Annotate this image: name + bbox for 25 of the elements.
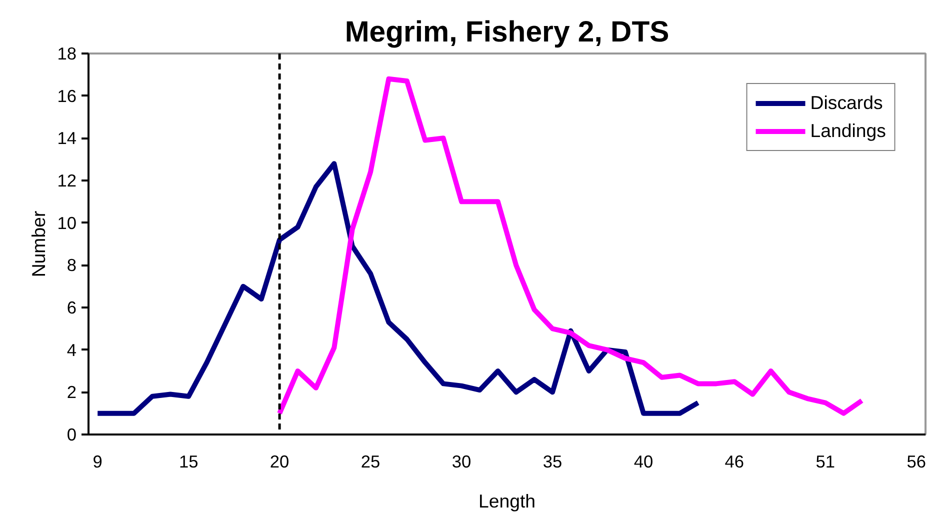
x-tick-label: 40 — [634, 452, 654, 472]
x-tick-label: 30 — [452, 452, 472, 472]
y-tick-label: 16 — [57, 86, 77, 106]
legend-label: Landings — [810, 120, 886, 142]
y-tick-label: 10 — [57, 212, 77, 233]
y-tick-label: 4 — [66, 340, 77, 360]
x-tick-label: 9 — [92, 452, 102, 472]
chart-title: Megrim, Fishery 2, DTS — [344, 16, 670, 48]
legend-label: Discards — [810, 92, 883, 114]
x-tick-label: 56 — [906, 452, 926, 472]
x-axis-title: Length — [478, 490, 536, 512]
y-tick-label: 14 — [57, 128, 77, 148]
x-tick-label: 20 — [270, 452, 290, 472]
y-tick-label: 12 — [57, 170, 77, 190]
y-tick-label: 8 — [66, 255, 77, 276]
y-tick-label: 6 — [66, 298, 77, 318]
x-tick-label: 51 — [816, 452, 836, 472]
x-tick-label: 25 — [360, 452, 380, 472]
x-tick-label: 35 — [542, 452, 562, 472]
y-tick-label: 18 — [57, 44, 77, 64]
y-axis-title: Number — [28, 210, 50, 278]
x-tick-label: 15 — [178, 452, 198, 472]
y-tick-label: 2 — [66, 382, 77, 402]
x-tick-label: 46 — [724, 452, 744, 472]
y-tick-label: 0 — [66, 424, 77, 444]
